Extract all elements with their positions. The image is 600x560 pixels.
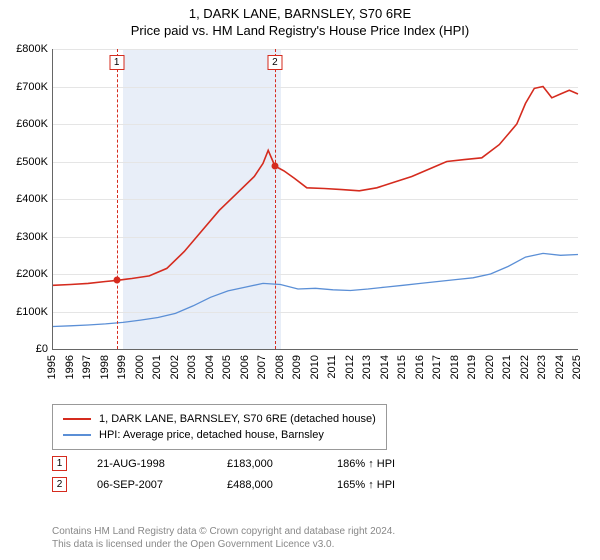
y-tick-label: £300K [0, 231, 48, 243]
legend-swatch-series2 [63, 434, 91, 436]
x-tick-label: 2019 [466, 355, 478, 379]
y-tick-label: £600K [0, 118, 48, 130]
x-tick-label: 2001 [151, 355, 163, 379]
y-tick-label: £200K [0, 268, 48, 280]
x-tick-label: 2023 [536, 355, 548, 379]
sale-marker-dot [113, 277, 120, 284]
footnote: Contains HM Land Registry data © Crown c… [52, 526, 395, 551]
sale-row-hpi: 186% ↑ HPI [337, 458, 395, 470]
legend-label-series2: HPI: Average price, detached house, Barn… [99, 429, 324, 441]
x-tick-label: 2004 [204, 355, 216, 379]
legend-row-series2: HPI: Average price, detached house, Barn… [63, 427, 376, 443]
x-tick-label: 2024 [554, 355, 566, 379]
y-tick-label: £700K [0, 81, 48, 93]
plot-region: 12 [52, 49, 578, 350]
x-tick-label: 1995 [46, 355, 58, 379]
sale-row-price: £488,000 [227, 479, 307, 491]
x-tick-label: 2006 [239, 355, 251, 379]
title-address: 1, DARK LANE, BARNSLEY, S70 6RE [0, 6, 600, 21]
x-tick-label: 2007 [256, 355, 268, 379]
sale-marker-box: 1 [109, 55, 124, 70]
y-tick-label: £100K [0, 306, 48, 318]
footnote-line1: Contains HM Land Registry data © Crown c… [52, 526, 395, 539]
x-tick-label: 2005 [221, 355, 233, 379]
x-tick-label: 2022 [519, 355, 531, 379]
sale-row-marker: 1 [52, 456, 67, 471]
y-tick-label: £800K [0, 43, 48, 55]
y-tick-label: £400K [0, 193, 48, 205]
x-tick-label: 2020 [484, 355, 496, 379]
legend-box: 1, DARK LANE, BARNSLEY, S70 6RE (detache… [52, 404, 387, 450]
x-tick-label: 2021 [501, 355, 513, 379]
x-tick-label: 1999 [116, 355, 128, 379]
legend-block: 1, DARK LANE, BARNSLEY, S70 6RE (detache… [52, 404, 572, 492]
x-tick-label: 2016 [414, 355, 426, 379]
x-tick-label: 2017 [431, 355, 443, 379]
sale-row-price: £183,000 [227, 458, 307, 470]
chart-area: £0 £100K £200K £300K £400K £500K £600K £700K £80… [0, 44, 600, 404]
series-line-price_paid [53, 87, 578, 286]
x-tick-label: 2009 [291, 355, 303, 379]
sale-events-list: 1 21-AUG-1998 £183,000 186% ↑ HPI 2 06-SEP-20… [52, 456, 572, 492]
x-tick-label: 1998 [99, 355, 111, 379]
x-tick-label: 2018 [449, 355, 461, 379]
x-tick-label: 2003 [186, 355, 198, 379]
title-subtitle: Price paid vs. HM Land Registry's House … [0, 23, 600, 38]
sale-row-date: 06-SEP-2007 [97, 479, 197, 491]
y-tick-label: £500K [0, 156, 48, 168]
x-tick-label: 2015 [396, 355, 408, 379]
chart-titles: 1, DARK LANE, BARNSLEY, S70 6RE Price pa… [0, 0, 600, 38]
x-tick-label: 2008 [274, 355, 286, 379]
legend-row-series1: 1, DARK LANE, BARNSLEY, S70 6RE (detache… [63, 411, 376, 427]
x-tick-label: 2011 [326, 355, 338, 379]
legend-swatch-series1 [63, 418, 91, 420]
footnote-line2: This data is licensed under the Open Gov… [52, 539, 395, 552]
x-tick-label: 2000 [134, 355, 146, 379]
legend-label-series1: 1, DARK LANE, BARNSLEY, S70 6RE (detache… [99, 413, 376, 425]
sale-row-marker: 2 [52, 477, 67, 492]
x-tick-label: 2013 [361, 355, 373, 379]
x-tick-label: 2025 [571, 355, 583, 379]
series-line-hpi [53, 253, 578, 326]
x-tick-label: 2002 [169, 355, 181, 379]
sale-event-row: 1 21-AUG-1998 £183,000 186% ↑ HPI [52, 456, 572, 471]
x-tick-label: 1996 [64, 355, 76, 379]
x-tick-label: 1997 [81, 355, 93, 379]
x-tick-label: 2014 [379, 355, 391, 379]
sale-row-date: 21-AUG-1998 [97, 458, 197, 470]
sale-event-row: 2 06-SEP-2007 £488,000 165% ↑ HPI [52, 477, 572, 492]
sale-row-hpi: 165% ↑ HPI [337, 479, 395, 491]
x-tick-label: 2012 [344, 355, 356, 379]
line-series-svg [53, 49, 578, 349]
sale-marker-box: 2 [267, 55, 282, 70]
x-tick-label: 2010 [309, 355, 321, 379]
y-tick-label: £0 [0, 343, 48, 355]
sale-marker-dot [271, 163, 278, 170]
